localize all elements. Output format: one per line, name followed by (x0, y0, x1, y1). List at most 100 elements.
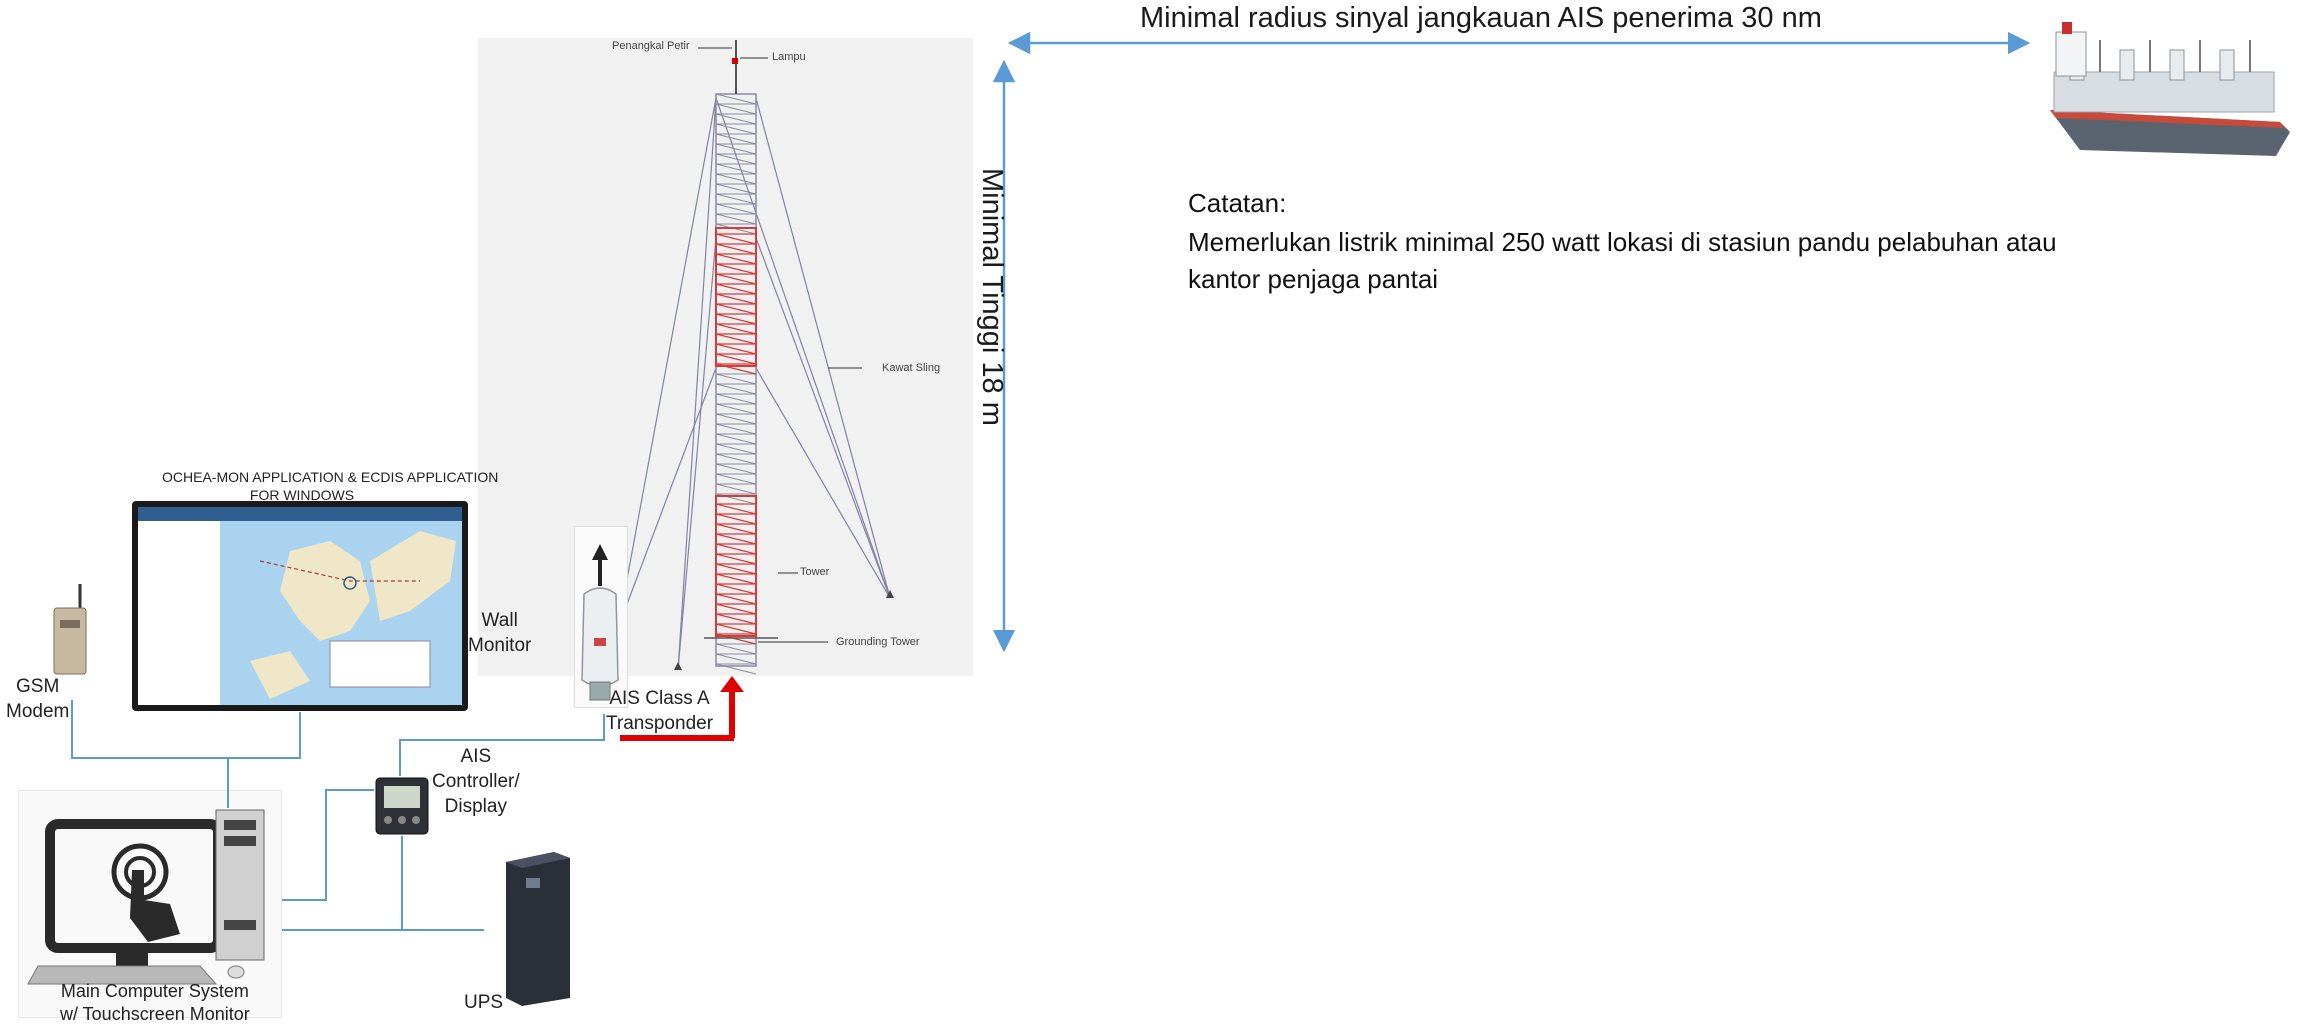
tower-brace (715, 553, 757, 565)
tower-brace (715, 153, 757, 165)
tower-brace (715, 473, 757, 485)
gsm-modem-label-1: GSM (16, 676, 60, 697)
gsm-modem-label-2: Modem (6, 701, 70, 722)
tower-brace (715, 273, 757, 285)
tower-label: Tower (800, 566, 830, 578)
radius-label: Minimal radius sinyal jangkauan AIS pene… (1140, 2, 1822, 34)
tower-brace (715, 93, 757, 105)
tower-brace (715, 323, 757, 335)
tower-brace (715, 103, 757, 115)
tower-brace (715, 423, 757, 435)
monitor-screen (138, 507, 462, 705)
tower-brace (715, 583, 757, 595)
tower-brace (715, 593, 757, 605)
tower-brace (715, 523, 757, 535)
app-title-2: FOR WINDOWS (249, 487, 355, 503)
note-line-2: kantor penjaga pantai (1188, 264, 1439, 294)
tower-brace (715, 533, 757, 545)
app-title: OCHEA-MON APPLICATION & ECDIS APPLICATIO… (162, 468, 498, 504)
tower-brace (715, 453, 757, 465)
grounding-label: Grounding Tower (836, 636, 920, 648)
ups-label: UPS (464, 992, 504, 1013)
tower-brace (715, 193, 757, 205)
app-title-1: OCHEA-MON APPLICATION & ECDIS APPLICATIO… (162, 469, 499, 485)
tower-brace (715, 503, 757, 515)
wall-monitor-label-2: Monitor (468, 635, 532, 656)
antenna-icon (581, 544, 619, 701)
tower-brace (715, 653, 757, 665)
tower-brace (715, 573, 757, 585)
tower-brace (715, 133, 757, 145)
wall-monitor-label-1: Wall (481, 610, 518, 631)
tower-brace (715, 413, 757, 425)
note-title: Catatan: (1188, 188, 1287, 218)
tower-brace (715, 383, 757, 395)
tower-brace (715, 483, 757, 495)
tower-brace (715, 403, 757, 415)
tower-brace (715, 663, 757, 675)
tower-brace (715, 373, 757, 385)
lamp-label: Lampu (772, 51, 806, 63)
tower-brace (715, 623, 757, 635)
ais-controller-label: AIS Controller/ Display (432, 744, 520, 819)
tower-brace (715, 253, 757, 265)
ship-icon (2050, 22, 2290, 156)
transponder-label-1: AIS Class A (609, 688, 710, 709)
guy-wire-label: Kawat Sling (882, 362, 941, 374)
feed-arrow (620, 676, 744, 741)
app-toolbar (138, 507, 462, 521)
tower-brace (715, 613, 757, 625)
gsm-modem-icon (53, 584, 87, 675)
wall-monitor (132, 501, 468, 711)
tower-brace (715, 463, 757, 475)
tower-brace (715, 633, 757, 645)
tower-brace (715, 513, 757, 525)
transponder-label: AIS Class A Transponder (606, 686, 713, 736)
computer-icon (27, 809, 265, 985)
gsm-modem-label: GSM Modem (6, 674, 69, 724)
tower-brace (715, 283, 757, 295)
ais-controller-label-1: AIS (460, 746, 492, 767)
tower-brace (715, 303, 757, 315)
tower-brace (715, 113, 757, 125)
tower-brace (715, 393, 757, 405)
tower-brace (715, 293, 757, 305)
tower-brace (715, 443, 757, 455)
transponder-label-2: Transponder (606, 713, 714, 734)
tower-brace (715, 263, 757, 275)
lightning-rod-label: Penangkal Petir (612, 40, 690, 52)
tower-brace (715, 363, 757, 375)
computer-label-1: Main Computer System (60, 981, 249, 1001)
tower-brace (715, 603, 757, 615)
tower-brace (715, 163, 757, 175)
ais-controller-label-2: Controller/ (432, 771, 520, 792)
tower-brace (715, 203, 757, 215)
ais-controller-icon (375, 777, 429, 835)
tower-brace (715, 183, 757, 195)
tower-brace (715, 213, 757, 225)
ais-controller-label-3: Display (444, 796, 507, 817)
tower-brace (715, 173, 757, 185)
tower-brace (715, 333, 757, 345)
note-line-1: Memerlukan listrik minimal 250 watt loka… (1188, 227, 2057, 257)
tower-brace (715, 233, 757, 245)
wall-monitor-label: Wall Monitor (468, 608, 531, 658)
tower-brace (715, 343, 757, 355)
tower-brace (715, 353, 757, 365)
tower-brace (715, 543, 757, 555)
tower-brace (715, 243, 757, 255)
height-label: Minimal Tinggi 18 m (976, 168, 1008, 426)
tower-diagram (617, 40, 894, 675)
computer-label: Main Computer System w/ Touchscreen Moni… (60, 980, 250, 1026)
tower-brace (715, 313, 757, 325)
map-landmass (250, 531, 456, 699)
tower-brace (715, 563, 757, 575)
app-sidebar (138, 521, 221, 705)
computer-label-2: w/ Touchscreen Monitor (60, 1004, 250, 1024)
tower-brace (715, 123, 757, 135)
note-body: Memerlukan listrik minimal 250 watt loka… (1188, 224, 2128, 298)
ups-icon (506, 852, 570, 1006)
tower-brace (715, 143, 757, 155)
tower-brace (715, 643, 757, 655)
tower-brace (715, 433, 757, 445)
